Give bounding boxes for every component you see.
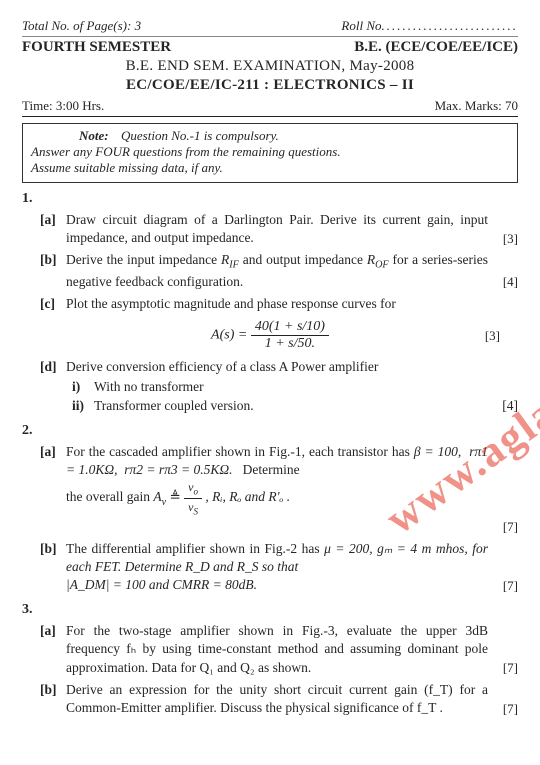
q1-d-marks: [4] (502, 397, 518, 415)
q1-b-marks: [4] (503, 273, 518, 291)
exam-line: B.E. END SEM. EXAMINATION, May-2008 (22, 58, 518, 75)
q2-number: 2. (22, 423, 518, 439)
time-marks-row: Time: 3:00 Hrs. Max. Marks: 70 (22, 98, 518, 117)
note-line-1: Note:Question No.-1 is compulsory. (31, 128, 511, 144)
total-pages-label: Total No. of Page(s): (22, 18, 131, 33)
note-label: Note: (79, 128, 121, 144)
q1-c-text: Plot the asymptotic magnitude and phase … (66, 295, 518, 313)
q2-a-text: For the cascaded amplifier shown in Fig.… (66, 443, 518, 536)
semester-label: FOURTH SEMESTER (22, 39, 171, 56)
q3-b-marks: [7] (503, 700, 518, 718)
note-line-3: Assume suitable missing data, if any. (31, 160, 511, 176)
q3-a-label: [a] (40, 622, 66, 677)
roll-no-dots: .......................... (382, 18, 519, 33)
top-row: Total No. of Page(s): 3 Roll No.........… (22, 18, 518, 37)
q1-a-label: [a] (40, 211, 66, 247)
q3-number: 3. (22, 602, 518, 618)
q3-b-text: Derive an expression for the unity short… (66, 681, 518, 717)
note-line-2: Answer any FOUR questions from the remai… (31, 144, 511, 160)
q2-b-label: [b] (40, 540, 66, 595)
q3-a-marks: [7] (503, 659, 518, 677)
q2-b-marks: [7] (503, 577, 518, 595)
q1-c: [c] Plot the asymptotic magnitude and ph… (40, 295, 518, 313)
q1-a: [a] Draw circuit diagram of a Darlington… (40, 211, 518, 247)
roll-no-label: Roll No (341, 18, 381, 33)
q1-b: [b] Derive the input impedance RIF and o… (40, 251, 518, 291)
q3-a: [a] For the two-stage amplifier shown in… (40, 622, 518, 677)
exam-page: Total No. of Page(s): 3 Roll No.........… (0, 0, 540, 739)
q1-d: [d] Derive conversion efficiency of a cl… (40, 358, 518, 376)
q1-number: 1. (22, 191, 518, 207)
time-label: Time: 3:00 Hrs. (22, 98, 104, 114)
q1-formula: A(s) = 40(1 + s/10) 1 + s/50. [3] (22, 319, 518, 352)
q1-b-label: [b] (40, 251, 66, 291)
q2-a-label: [a] (40, 443, 66, 536)
q1-a-marks: [3] (503, 230, 518, 248)
q1-b-text: Derive the input impedance RIF and outpu… (66, 251, 518, 291)
q3-b-label: [b] (40, 681, 66, 717)
q2-b-text: The differential amplifier shown in Fig.… (66, 540, 518, 595)
course-code: EC/COE/EE/IC-211 : ELECTRONICS – II (22, 77, 518, 94)
q2-b: [b] The differential amplifier shown in … (40, 540, 518, 595)
row-semester: FOURTH SEMESTER B.E. (ECE/COE/EE/ICE) (22, 39, 518, 56)
q3-b: [b] Derive an expression for the unity s… (40, 681, 518, 717)
q1-d-ii: ii)Transformer coupled version. [4] (72, 397, 518, 415)
max-marks-label: Max. Marks: 70 (435, 98, 518, 114)
q1-d-i: i)With no transformer (72, 378, 518, 396)
q2-a-marks: [7] (503, 518, 518, 536)
q2-a: [a] For the cascaded amplifier shown in … (40, 443, 518, 536)
q1-c-marks: [3] (485, 328, 500, 344)
q1-a-text: Draw circuit diagram of a Darlington Pai… (66, 211, 518, 247)
degree-dept: B.E. (ECE/COE/EE/ICE) (354, 39, 518, 56)
q1-c-label: [c] (40, 295, 66, 313)
roll-no: Roll No.......................... (341, 18, 518, 34)
total-pages-value: 3 (135, 18, 142, 33)
q3-a-text: For the two-stage amplifier shown in Fig… (66, 622, 518, 677)
q1-d-text: Derive conversion efficiency of a class … (66, 358, 518, 376)
fraction: 40(1 + s/10) 1 + s/50. (251, 319, 329, 352)
total-pages: Total No. of Page(s): 3 (22, 18, 141, 34)
q1-d-label: [d] (40, 358, 66, 376)
note-box: Note:Question No.-1 is compulsory. Answe… (22, 123, 518, 183)
